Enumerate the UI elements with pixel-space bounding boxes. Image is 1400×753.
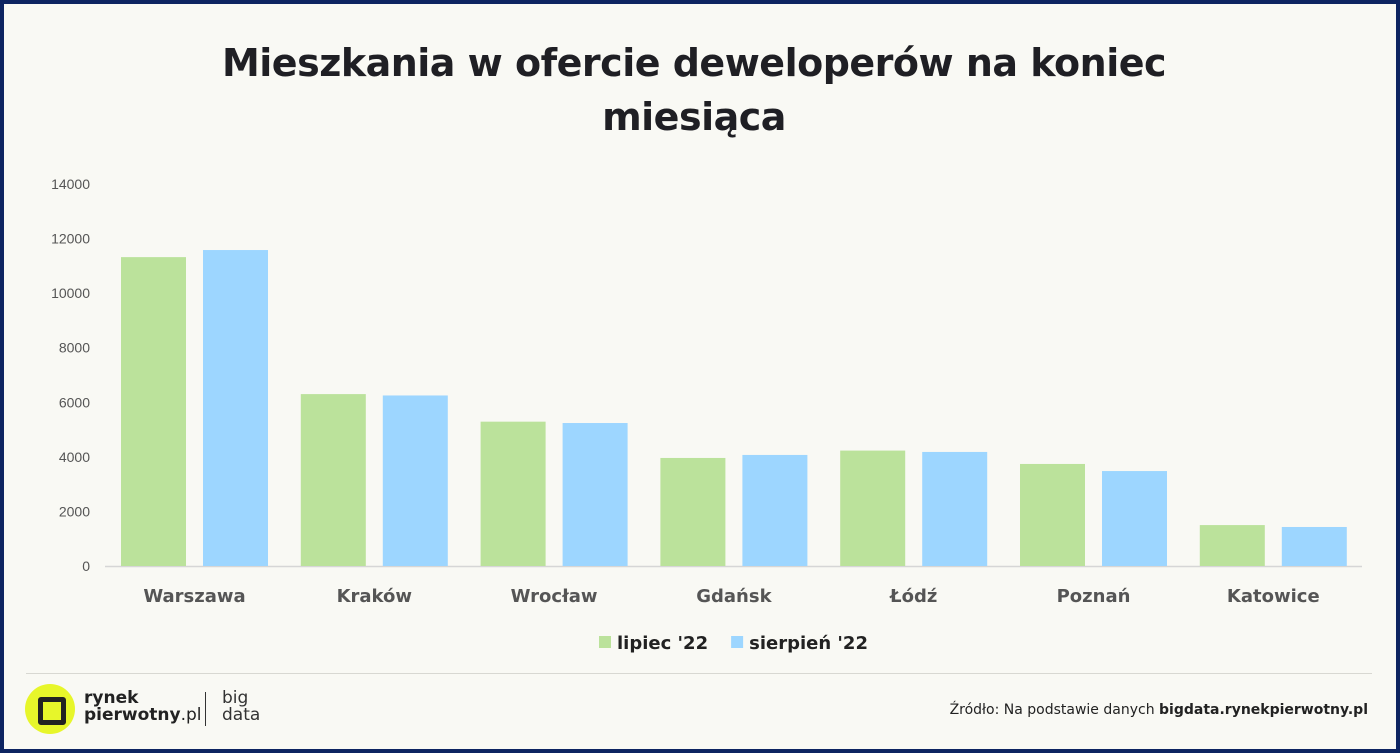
x-category-label: Łódź [889,586,937,607]
chart-title: Mieszkania w ofercie deweloperów na koni… [4,36,1384,144]
x-category-label: Gdańsk [696,586,772,607]
source-note: Źródło: Na podstawie danych bigdata.ryne… [949,702,1368,718]
y-tick-label: 4000 [59,449,90,465]
bar-kraków-2 [382,395,448,566]
bigdata-logo: big data [222,688,261,725]
bar-gdańsk-2 [742,454,808,566]
bar-poznań-1 [1020,463,1085,566]
logo-separator [205,692,206,726]
chart-frame: Mieszkania w ofercie deweloperów na koni… [4,4,1396,749]
bar-poznań-2 [1102,471,1167,566]
bar-łódź-2 [922,451,988,566]
bar-katowice-2 [1281,526,1347,566]
bar-warszawa-1 [121,257,186,566]
x-category-label: Katowice [1227,586,1320,607]
bar-gdańsk-1 [660,457,726,566]
footer-divider [26,673,1372,674]
rynekpierwotny-logo-icon [25,684,75,734]
bar-katowice-1 [1199,525,1265,566]
title-line-2: miesiąca [602,95,786,139]
y-tick-label: 14000 [51,176,90,192]
y-tick-label: 2000 [59,503,90,519]
bar-warszawa-2 [203,250,268,566]
bar-chart: 0 2000 4000 6000 8000 10000 12000 14000 Warszawa… [51,176,1362,654]
brand-name: rynek pierwotny.pl [84,688,202,725]
x-category-label: Kraków [337,586,412,607]
bar-kraków-1 [300,394,366,566]
legend-swatch [599,636,611,648]
title-line-1: Mieszkania w ofercie deweloperów na koni… [221,41,1167,85]
y-tick-label: 10000 [51,285,90,301]
y-tick-label: 8000 [59,340,90,356]
y-tick-label: 6000 [59,394,90,410]
y-tick-label: 12000 [51,231,90,247]
legend-swatch [731,636,744,648]
x-category-label: Warszawa [143,586,245,607]
x-category-label: Poznań [1057,586,1131,607]
y-tick-label: 0 [82,558,90,574]
bar-łódź-1 [840,450,906,566]
bar-wrocław-1 [480,421,546,566]
x-category-label: Wrocław [511,586,598,607]
bar-wrocław-2 [562,423,628,566]
legend-label: lipiec '22 [617,633,708,654]
legend-label: sierpień '22 [749,633,868,654]
